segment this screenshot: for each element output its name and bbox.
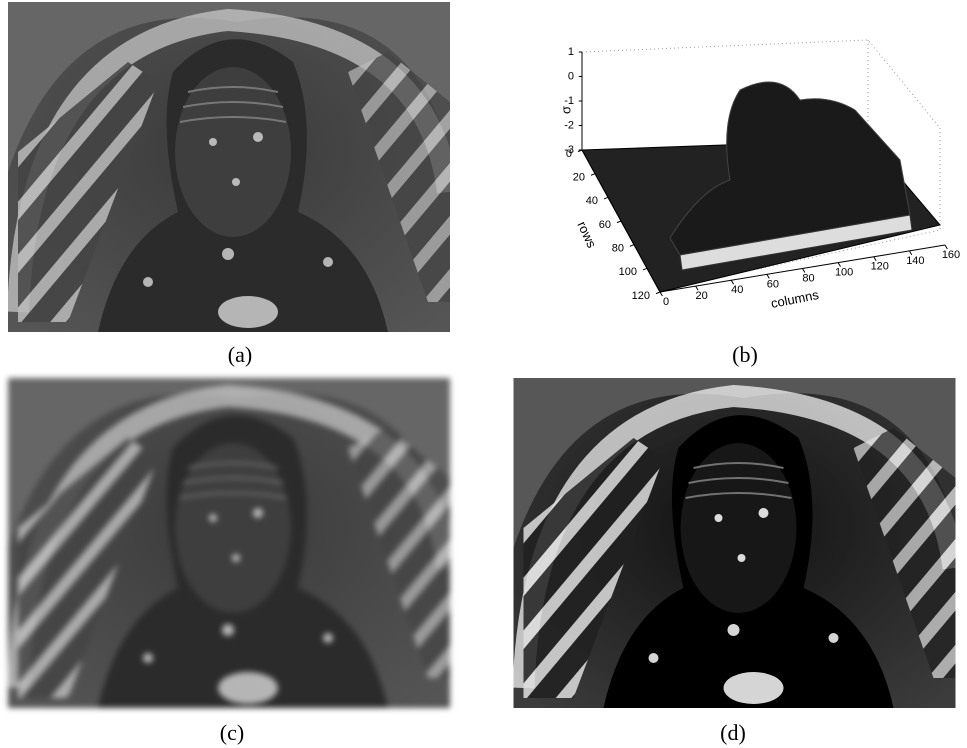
caption: (d)	[720, 720, 746, 745]
figure: (a) σ rows columns 10-1-2-30204060801001…	[0, 0, 967, 748]
columns-axis-label: columns	[770, 287, 821, 311]
row-tick	[591, 174, 595, 176]
z-tick-label: -1	[564, 95, 574, 107]
row-tick-label: 80	[612, 243, 624, 255]
image-d	[514, 378, 956, 708]
column-tick-label: 100	[835, 267, 853, 279]
row-tick	[643, 268, 647, 270]
column-tick-label: 40	[731, 284, 743, 296]
column-tick-label: 80	[802, 272, 814, 284]
z-axis-label: σ	[558, 106, 573, 114]
row-tick-label: 60	[599, 219, 611, 231]
caption: (c)	[220, 720, 244, 745]
image-a	[8, 2, 450, 332]
image-c	[8, 378, 450, 708]
column-tick-label: 0	[663, 296, 669, 308]
row-tick-label: 40	[586, 195, 598, 207]
column-tick-label: 160	[942, 249, 960, 261]
column-tick-label: 20	[696, 290, 708, 302]
column-tick-label: 140	[906, 255, 924, 267]
z-tick-label: 0	[568, 70, 574, 82]
caption: (b)	[732, 342, 758, 367]
z-tick-label: 1	[568, 46, 574, 58]
z-tick-label: -2	[564, 119, 574, 131]
caption: (a)	[228, 342, 252, 367]
row-tick-label: 100	[619, 266, 637, 278]
row-tick-label: 20	[573, 172, 585, 184]
row-tick-label: 120	[632, 290, 650, 302]
row-tick	[630, 245, 634, 247]
row-tick	[604, 197, 608, 199]
column-tick-label: 120	[871, 261, 889, 273]
row-tick	[617, 221, 621, 223]
rows-axis-label: rows	[574, 219, 599, 251]
row-tick	[656, 292, 660, 294]
row-tick-label: 0	[566, 148, 572, 160]
column-tick-label: 60	[767, 278, 779, 290]
